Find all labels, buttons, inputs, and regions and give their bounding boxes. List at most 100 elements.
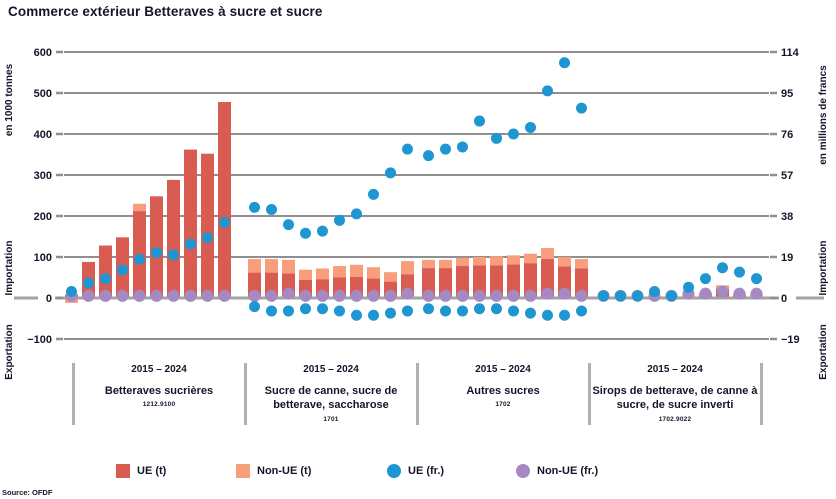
dot-ue-fr-import xyxy=(649,286,660,298)
dot-non-ue-fr xyxy=(541,287,554,300)
bar-non-ue-import xyxy=(541,247,554,260)
axis-unit-right: en millions de francs xyxy=(818,65,829,165)
dot-ue-fr-import xyxy=(219,216,230,228)
group-period: 2015 – 2024 xyxy=(131,364,187,375)
ue-fr-dot-icon xyxy=(387,464,401,478)
bar-non-ue-import xyxy=(401,261,414,275)
axis-unit-left: en 1000 tonnes xyxy=(4,63,15,136)
legend: UE (t) Non-UE (t) UE (fr.) Non-UE (fr.) xyxy=(0,462,836,488)
group-label-sirops: 2015 – 2024 Sirops de betterave, de cann… xyxy=(592,364,758,423)
zero-label-chip xyxy=(38,290,55,306)
dot-ue-fr-import xyxy=(559,57,570,69)
dot-non-ue-fr xyxy=(439,289,452,302)
dot-non-ue-fr xyxy=(201,289,214,302)
bar-non-ue-import xyxy=(367,267,380,279)
tick-label-right: 76 xyxy=(781,129,793,141)
group-code: 1702.9022 xyxy=(658,415,692,423)
dot-ue-fr-export xyxy=(474,303,485,315)
dot-ue-fr-import xyxy=(542,85,553,97)
non-ue-t-swatch-icon xyxy=(236,464,250,478)
group-period: 2015 – 2024 xyxy=(303,364,359,375)
tick-label-left: 0 xyxy=(46,293,52,305)
dot-ue-fr-import xyxy=(666,290,677,302)
dot-ue-fr-import xyxy=(202,232,213,244)
dot-ue-fr-export xyxy=(440,305,451,317)
dot-non-ue-fr xyxy=(265,289,278,302)
bar-ue-import xyxy=(524,263,537,298)
dot-ue-fr-export xyxy=(283,305,294,317)
bar-ue-import xyxy=(99,245,112,298)
dot-ue-fr-export xyxy=(351,309,362,321)
dot-non-ue-fr xyxy=(133,289,146,302)
legend-item-non-ue-t: Non-UE (t) xyxy=(236,464,311,478)
dot-ue-fr-import xyxy=(632,290,643,302)
dot-ue-fr-import xyxy=(474,115,485,127)
dot-non-ue-fr xyxy=(716,285,729,298)
dot-non-ue-fr xyxy=(750,287,763,300)
dot-ue-fr-export xyxy=(542,309,553,321)
bar-ue-import xyxy=(473,265,486,298)
group-separator xyxy=(416,363,419,425)
dot-ue-fr-export xyxy=(317,303,328,315)
dot-ue-fr-import xyxy=(385,167,396,179)
group-code: 1212.9100 xyxy=(142,401,176,409)
bar-non-ue-import xyxy=(133,203,146,212)
bar-ue-import xyxy=(490,265,503,298)
dot-non-ue-fr xyxy=(473,289,486,302)
ue-t-swatch-icon xyxy=(116,464,130,478)
tick-label-left: 400 xyxy=(34,129,52,141)
dot-non-ue-fr xyxy=(282,287,295,300)
tick-label-right: 95 xyxy=(781,88,793,100)
legend-item-ue-fr: UE (fr.) xyxy=(387,464,444,478)
tick-label-right: 0 xyxy=(781,293,787,305)
group-name: Autres sucres xyxy=(466,385,540,397)
dot-non-ue-fr xyxy=(333,289,346,302)
bar-ue-import xyxy=(541,259,554,298)
dot-ue-fr-import xyxy=(317,225,328,237)
group-code: 1701 xyxy=(323,415,339,423)
dot-ue-fr-import xyxy=(598,290,609,302)
dot-ue-fr-import xyxy=(576,102,587,114)
bar-non-ue-import xyxy=(350,264,363,277)
dot-ue-fr-export xyxy=(508,305,519,317)
dot-ue-fr-import xyxy=(440,143,451,155)
dot-ue-fr-export xyxy=(423,303,434,315)
bar-non-ue-import xyxy=(439,259,452,269)
tick-label-right: 38 xyxy=(781,211,793,223)
dot-ue-fr-import xyxy=(168,249,179,261)
dot-non-ue-fr xyxy=(350,289,363,302)
dot-ue-fr-export xyxy=(334,305,345,317)
group-name: Betteraves sucrières xyxy=(104,385,214,397)
dot-non-ue-fr xyxy=(733,287,746,300)
legend-label: UE (t) xyxy=(137,465,167,477)
axis-export-left: Exportation xyxy=(4,324,15,380)
dot-non-ue-fr xyxy=(184,289,197,302)
dot-ue-fr-import xyxy=(525,122,536,134)
dot-non-ue-fr xyxy=(248,289,261,302)
dot-non-ue-fr xyxy=(490,289,503,302)
bar-ue-import xyxy=(439,268,452,298)
zero-label-chip xyxy=(779,290,796,306)
group-separator xyxy=(760,363,763,425)
dot-ue-fr-export xyxy=(457,305,468,317)
dot-non-ue-fr xyxy=(150,289,163,302)
bar-non-ue-import xyxy=(473,257,486,266)
bar-non-ue-import xyxy=(282,259,295,274)
dot-non-ue-fr xyxy=(456,289,469,302)
legend-label: Non-UE (fr.) xyxy=(537,465,599,477)
dot-non-ue-fr xyxy=(116,289,129,302)
dot-ue-fr-export xyxy=(385,307,396,319)
dot-ue-fr-export xyxy=(300,303,311,315)
dot-non-ue-fr xyxy=(507,289,520,302)
dot-non-ue-fr xyxy=(401,287,414,300)
tick-label-left: −100 xyxy=(27,334,52,346)
dot-non-ue-fr xyxy=(367,289,380,302)
dot-ue-fr-export xyxy=(368,309,379,321)
group-label-sucre: 2015 – 2024 Sucre de canne, sucre de bet… xyxy=(248,364,414,423)
dot-ue-fr-export xyxy=(491,303,502,315)
page-title: Commerce extérieur Betteraves à sucre et… xyxy=(8,4,323,19)
dot-non-ue-fr xyxy=(699,287,712,300)
group-separator xyxy=(244,363,247,425)
dot-ue-fr-import xyxy=(351,208,362,220)
